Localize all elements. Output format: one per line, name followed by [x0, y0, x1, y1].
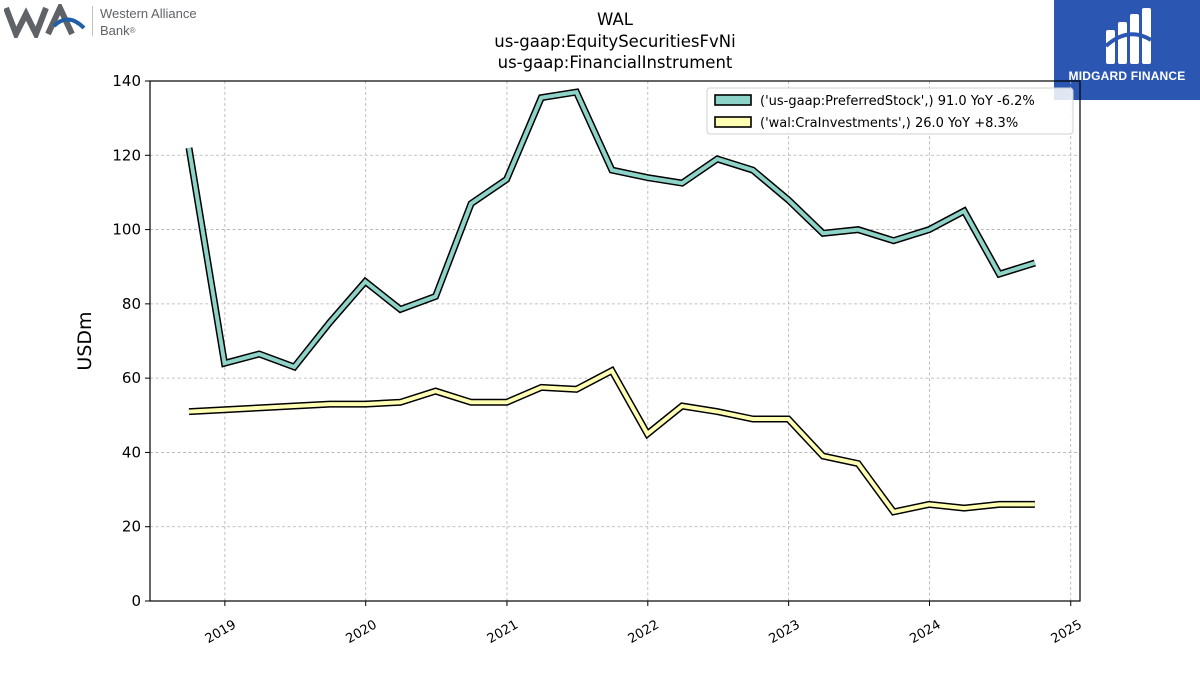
y-tick-label: 20 [122, 518, 141, 536]
legend-box [706, 87, 1074, 135]
y-axis-label: USDm [74, 311, 96, 370]
y-axis: 0 20 40 60 80 100 120 140 [112, 72, 150, 610]
x-tick-label: 2023 [766, 617, 802, 647]
chart-title-line-3: us-gaap:FinancialInstrument [497, 53, 733, 72]
x-tick-label: 2022 [626, 617, 662, 647]
y-tick-label: 60 [122, 369, 141, 387]
series-1-line [187, 89, 1036, 370]
legend-swatch-1 [714, 94, 752, 106]
western-alliance-mark-icon [3, 0, 86, 42]
x-tick-label: 2025 [1049, 617, 1085, 647]
logo-name-line-1: Western Alliance [100, 6, 197, 21]
x-tick-label: 2020 [344, 617, 380, 647]
legend-swatch-2 [714, 116, 752, 128]
western-alliance-logo: Western Alliance Bank® [3, 0, 224, 42]
series-2-outline [188, 366, 1035, 516]
x-tick-label: 2019 [203, 617, 239, 647]
y-tick-label: 120 [112, 146, 141, 164]
grid [150, 80, 1080, 601]
legend-label-2: ('wal:CraInvestments',) 26.0 YoY +8.3% [760, 116, 1018, 131]
x-axis: 2019 2020 2021 2022 2023 2024 2025 [203, 601, 1085, 647]
logo-divider [92, 6, 93, 36]
legend: ('us-gaap:PreferredStock',) 91.0 YoY -6.… [706, 87, 1074, 135]
axes-frame [149, 80, 1081, 602]
y-tick-label: 0 [131, 592, 141, 610]
logo-name-line-2: Bank [100, 23, 130, 38]
western-alliance-name: Western Alliance Bank® [100, 5, 197, 39]
midgard-mark-icon [1104, 8, 1153, 64]
y-tick-label: 140 [112, 72, 141, 90]
x-tick-label: 2024 [907, 617, 943, 647]
y-tick-label: 100 [112, 221, 141, 239]
y-tick-label: 80 [122, 295, 141, 313]
series-1 [185, 88, 1036, 372]
y-tick-label: 40 [122, 443, 141, 461]
chart-title-line-1: WAL [597, 10, 633, 29]
midgard-finance-brand-text: MIDGARD FINANCE [1068, 69, 1186, 83]
midgard-finance-logo: MIDGARD FINANCE [1054, 0, 1200, 100]
logo-trademark: ® [129, 26, 136, 35]
series-layer [185, 88, 1036, 516]
series-2 [188, 366, 1035, 516]
legend-label-1: ('us-gaap:PreferredStock',) 91.0 YoY -6.… [760, 94, 1035, 109]
series-2-line [188, 368, 1035, 515]
chart-title-line-2: us-gaap:EquitySecuritiesFvNi [494, 32, 736, 51]
x-tick-label: 2021 [485, 617, 521, 647]
